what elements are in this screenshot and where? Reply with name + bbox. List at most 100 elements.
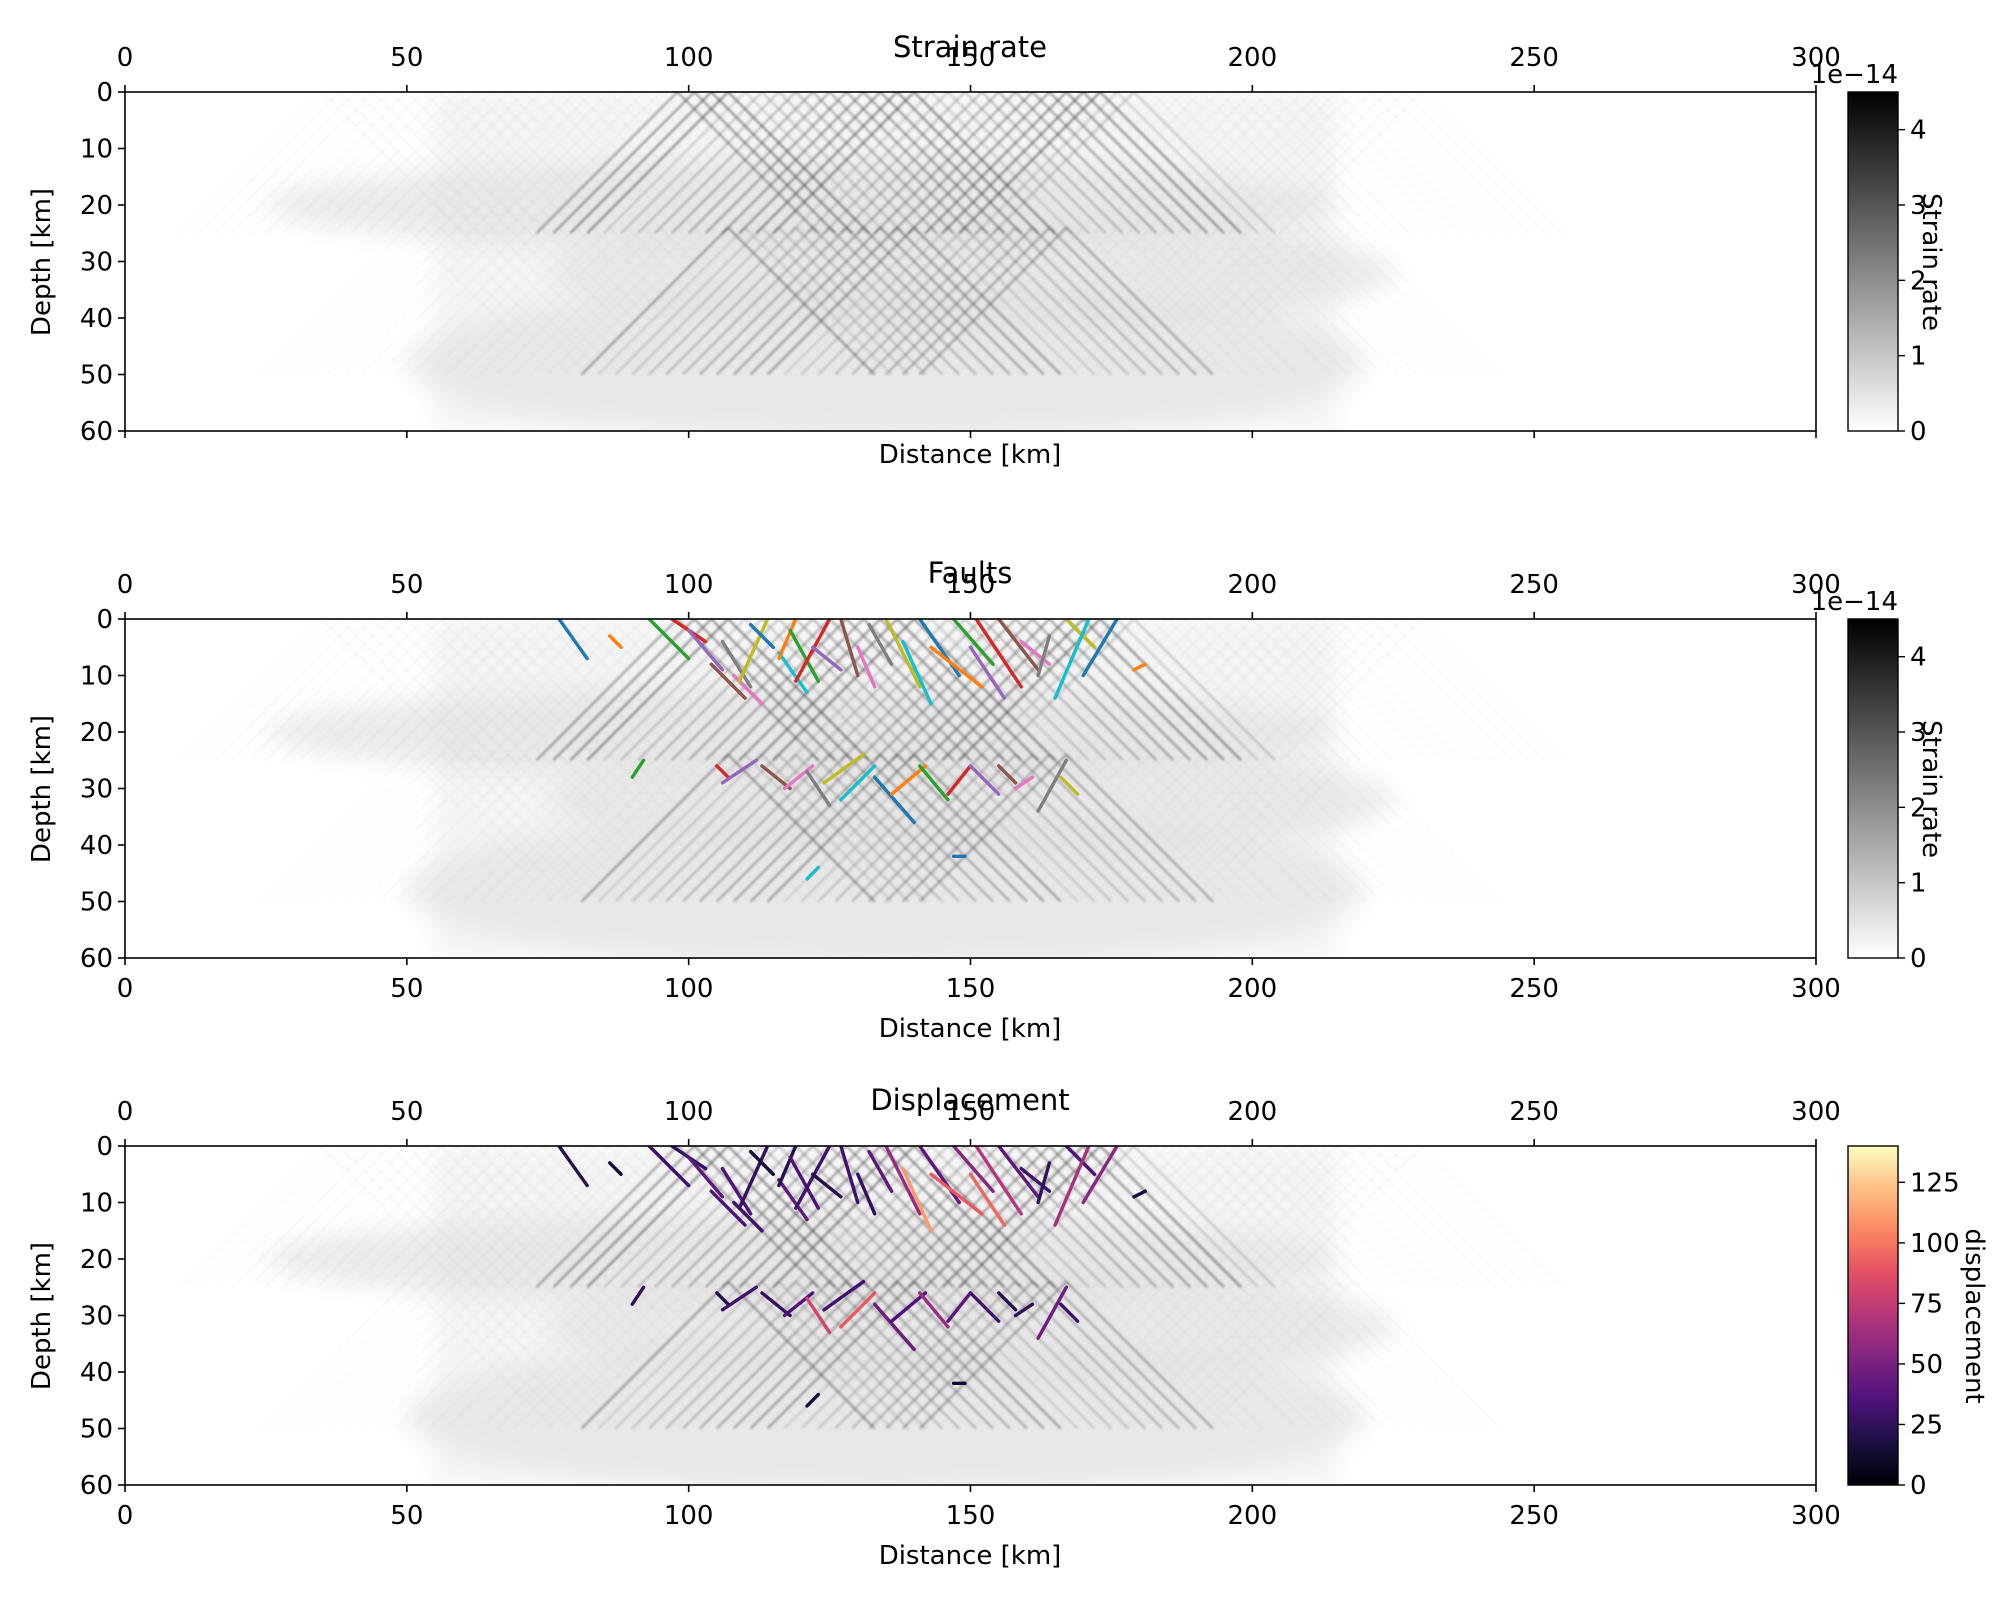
shear-band (913, 226, 1062, 376)
fault-line (630, 758, 646, 779)
shear-band (992, 1146, 1135, 1289)
shear-band (310, 1281, 459, 1429)
shear-band (1184, 227, 1332, 375)
fault-line (929, 1172, 984, 1216)
shear-band (1189, 227, 1338, 375)
shear-band (907, 619, 1051, 762)
shear-band (659, 619, 802, 761)
shear-band (687, 1146, 831, 1289)
shear-band (1127, 92, 1270, 234)
shear-band (389, 1146, 532, 1288)
shear-band (783, 226, 932, 376)
shear-band (744, 753, 893, 903)
x-tick-label: 100 (664, 1097, 714, 1127)
shear-band (1353, 619, 1496, 761)
strain-field (180, 92, 1563, 431)
shear-band (378, 754, 526, 902)
shear-band (885, 226, 1034, 376)
shear-band (659, 1281, 808, 1429)
shear-band (524, 92, 667, 234)
shear-band (1178, 92, 1321, 234)
shear-band (434, 92, 577, 234)
fault-line (805, 865, 821, 881)
shear-band (980, 753, 1130, 903)
shear-band (468, 1146, 611, 1288)
shear-band (259, 754, 408, 902)
shear-band (1105, 1281, 1253, 1429)
x-axis-label: Distance [km] (879, 440, 1062, 470)
shear-band (1184, 754, 1332, 902)
shear-band (333, 619, 475, 761)
shear-band (293, 754, 442, 902)
shear-band (1336, 227, 1484, 375)
shear-band (879, 226, 1028, 376)
shear-band (575, 227, 723, 375)
shear-band (659, 92, 802, 234)
shear-band (862, 92, 1006, 235)
x-tick-label: 0 (117, 570, 134, 600)
fault-line (1019, 1166, 1052, 1193)
shear-band (541, 227, 690, 375)
shear-band (1116, 92, 1259, 235)
x-tick-label: 150 (946, 1097, 996, 1127)
fault-line (777, 651, 809, 695)
shear-band (423, 754, 571, 902)
shear-band (411, 754, 560, 902)
shear-band (248, 1146, 391, 1288)
y-tick-label: 40 (80, 1358, 113, 1388)
y-tick-label: 50 (80, 361, 113, 391)
fault-line (1064, 619, 1097, 649)
shear-band (992, 619, 1135, 762)
shear-band (333, 92, 475, 234)
shear-band (1161, 619, 1304, 761)
shear-band (868, 753, 1017, 903)
shear-band (462, 754, 611, 902)
shear-band (947, 1146, 1090, 1289)
shear-band (845, 1280, 994, 1430)
y-tick-label: 0 (96, 605, 113, 635)
shear-band (1048, 1280, 1197, 1430)
shear-band (1071, 227, 1220, 375)
shear-band (693, 1281, 842, 1429)
shear-band (490, 227, 639, 375)
shear-band (547, 754, 695, 902)
shear-band (851, 753, 1000, 903)
colorbar (1847, 1145, 1899, 1486)
shear-band (693, 92, 836, 235)
shear-band (964, 619, 1107, 762)
x-tick-label: 300 (1791, 1097, 1841, 1127)
panel-title: Faults (928, 556, 1013, 590)
shear-band (473, 1146, 616, 1288)
shear-band (930, 226, 1079, 376)
shear-band (1167, 1146, 1310, 1288)
y-tick-label: 60 (80, 1471, 113, 1501)
fault-line (1132, 1189, 1147, 1199)
shear-band (1099, 754, 1248, 902)
colorbar-tick-label: 0 (1910, 944, 1927, 974)
shear-band (316, 1146, 459, 1288)
shear-band (406, 1281, 554, 1429)
shear-band (986, 754, 1135, 902)
shear-band (817, 1280, 966, 1430)
shear-band (445, 1281, 594, 1429)
shear-band (411, 1281, 560, 1429)
shear-band (1268, 92, 1411, 234)
shear-band (1065, 92, 1209, 235)
shear-band (378, 227, 526, 375)
shear-band (958, 1146, 1101, 1289)
shear-band (1031, 226, 1180, 376)
shear-band (417, 619, 560, 761)
shear-band (654, 1146, 797, 1289)
shear-band (485, 1146, 628, 1288)
fault-line (737, 619, 770, 683)
shear-band (902, 753, 1051, 903)
colorbar (1847, 618, 1899, 959)
shear-band (986, 1281, 1135, 1429)
shear-band (1150, 227, 1298, 375)
x-axis-top: 0 50 100 150 200 250 300 (117, 1097, 1841, 1146)
shear-band (1189, 1281, 1338, 1429)
shear-band (1178, 1146, 1321, 1288)
fault-line (889, 764, 928, 796)
shear-band (1133, 619, 1276, 762)
shear-band (1026, 619, 1169, 761)
